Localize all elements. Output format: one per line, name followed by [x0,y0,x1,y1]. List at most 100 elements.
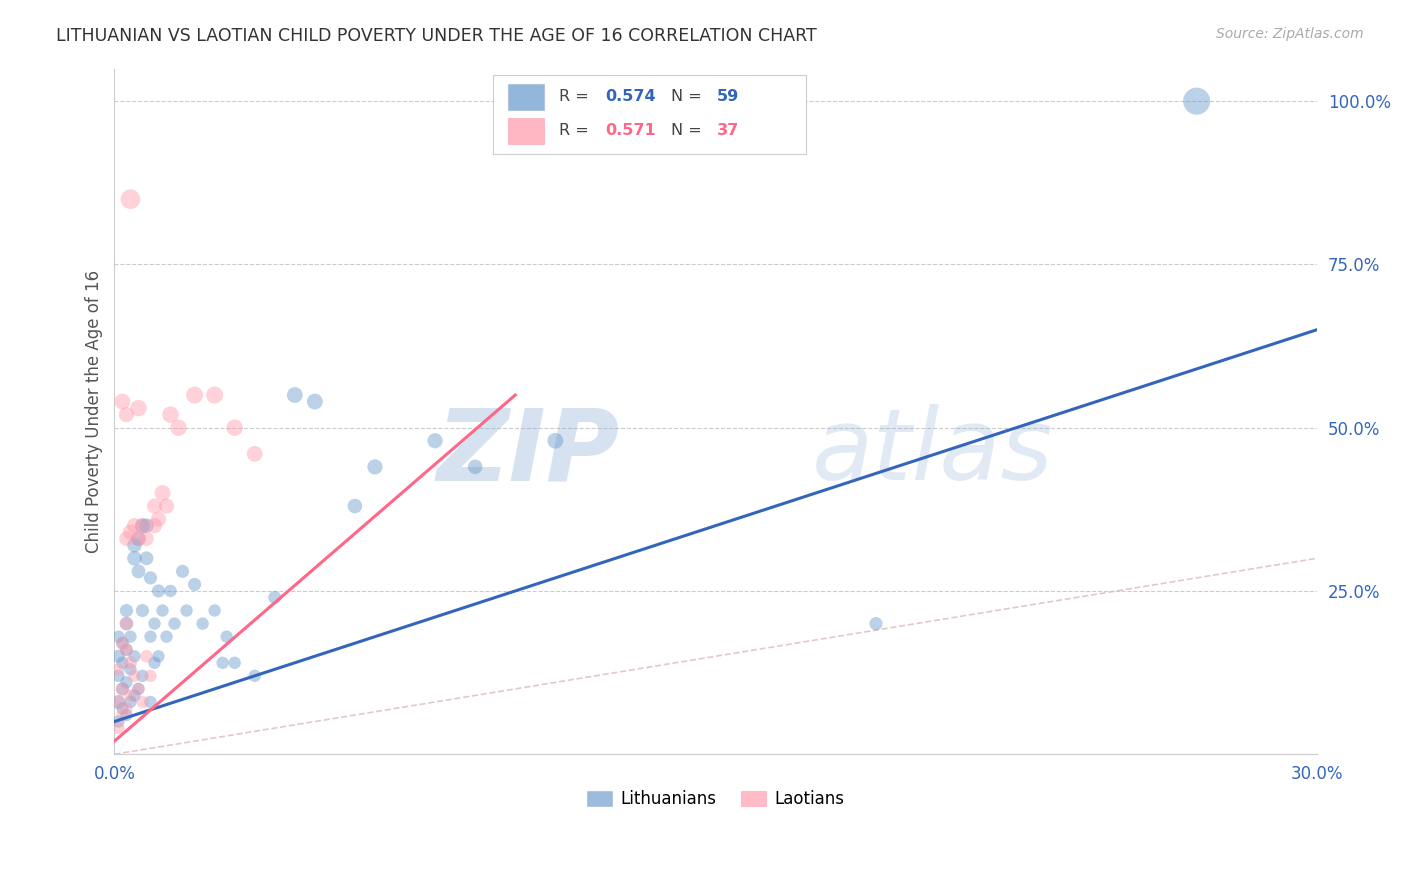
Point [172,565,194,579]
Point [135,518,157,533]
Point [155,630,177,644]
Point [135,551,157,566]
Point [111,708,134,723]
Point [107,695,129,709]
Text: R =: R = [560,123,589,138]
Point [115,532,138,546]
Point [464,459,486,474]
Point [204,388,226,402]
Point [139,695,162,709]
Point [135,649,157,664]
Text: 37: 37 [717,123,740,138]
Text: N =: N = [671,89,702,104]
Point [115,708,138,723]
Point [211,656,233,670]
Point [115,616,138,631]
Point [131,518,153,533]
Point [115,642,138,657]
Point [115,603,138,617]
Point [115,675,138,690]
FancyBboxPatch shape [508,84,544,110]
Point [124,551,146,566]
Text: ZIP: ZIP [436,404,620,501]
Text: R =: R = [560,89,589,104]
Point [120,689,142,703]
Point [224,420,246,434]
Point [107,630,129,644]
Point [191,616,214,631]
Point [364,459,387,474]
Point [111,681,134,696]
Point [865,616,887,631]
Point [183,388,205,402]
Point [111,636,134,650]
Point [127,681,149,696]
Point [224,656,246,670]
Point [243,447,266,461]
Point [215,630,238,644]
Point [152,486,174,500]
Point [148,649,170,664]
Point [159,583,181,598]
Text: N =: N = [671,123,702,138]
Point [423,434,446,448]
Point [139,630,162,644]
Point [131,695,153,709]
Point [131,518,153,533]
FancyBboxPatch shape [508,118,544,144]
Point [107,695,129,709]
Point [204,603,226,617]
Point [107,662,129,676]
Point [127,681,149,696]
Point [304,394,326,409]
Point [167,420,190,434]
Point [115,701,138,715]
Point [107,714,129,729]
Point [111,656,134,670]
Text: 0.574: 0.574 [605,89,655,104]
Point [124,689,146,703]
Point [243,669,266,683]
Point [152,603,174,617]
Text: 0.571: 0.571 [605,123,655,138]
Point [120,695,142,709]
Text: Source: ZipAtlas.com: Source: ZipAtlas.com [1216,27,1364,41]
Point [139,571,162,585]
Point [148,512,170,526]
FancyBboxPatch shape [494,76,806,154]
Text: 59: 59 [717,89,740,104]
Point [139,669,162,683]
Point [120,662,142,676]
Text: atlas: atlas [811,404,1053,501]
Point [143,656,166,670]
Point [176,603,198,617]
Y-axis label: Child Poverty Under the Age of 16: Child Poverty Under the Age of 16 [86,269,103,553]
Point [131,669,153,683]
Point [115,642,138,657]
Point [143,518,166,533]
Point [127,532,149,546]
Point [155,499,177,513]
Point [120,656,142,670]
Point [1185,94,1208,108]
Point [183,577,205,591]
Point [120,630,142,644]
Point [124,518,146,533]
Point [163,616,186,631]
Point [127,401,149,416]
Point [120,192,142,206]
Point [159,408,181,422]
Point [135,532,157,546]
Point [111,394,134,409]
Point [544,434,567,448]
Point [143,499,166,513]
Point [107,649,129,664]
Point [263,591,285,605]
Point [107,669,129,683]
Point [284,388,307,402]
Legend: Lithuanians, Laotians: Lithuanians, Laotians [581,783,851,814]
Point [124,538,146,552]
Point [111,636,134,650]
Point [115,408,138,422]
Point [111,681,134,696]
